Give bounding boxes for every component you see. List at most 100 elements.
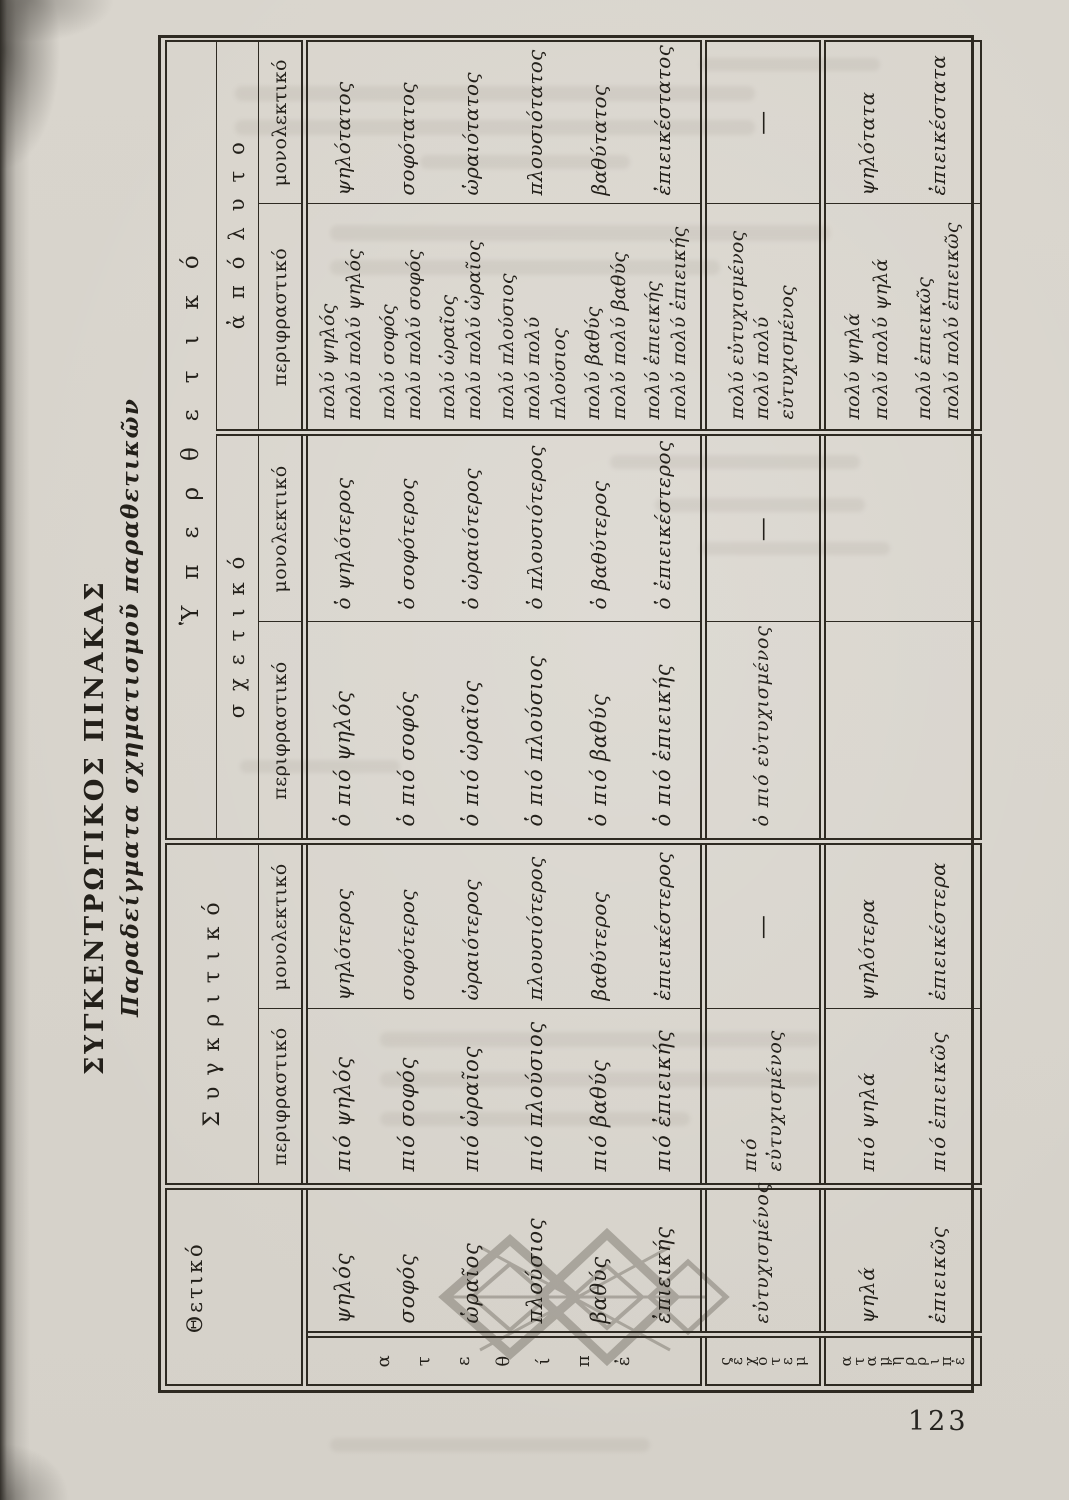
entry: εὐτυχισμένος [751,1181,773,1324]
entry: ὁ πιό εὐτυχισμένος [751,625,773,827]
entry: βαθύς [587,1256,611,1324]
entry: πιό ἐπιεικής [651,1029,675,1172]
header-relative: σχετικό [216,433,258,842]
entry: — [748,914,776,940]
entry: ὡραῖος [459,1242,483,1324]
entry: ὁ πιό ὡραῖος [459,679,483,827]
entry: ὁ πιό ἐπιεικής [651,663,675,827]
cell-participles-comparative_monolectic: — [703,842,822,1009]
entry: ὁ βαθύτερος [587,480,611,610]
header-absolute: ἀπόλυτο [216,40,258,433]
header-relative-monolectic: μονολεκτικό [258,433,304,622]
entry: ἐπιεικέστερα [925,862,950,1001]
entry: ψηλότατα [854,91,879,196]
entry: ὁ ὡραιότερος [459,468,483,610]
entry: βαθύτερος [587,891,611,1001]
comparison-table: Θετικό Συγκριτικό Ὑπερθετικό σχετικό ἀπό… [165,39,982,1386]
entry: πιό ψηλά [854,1071,879,1172]
table-body: α τ ε θ ί π ἐ ψηλός σοφός ὡραῖος πλούσιος βαθύς ἐπιε… [304,40,981,1385]
entry: πλουσιότερος [523,856,547,1001]
cell-adverbs-comparative_monolectic: ψηλότερα ἐπιεικέστερα [822,842,981,1009]
cell-participles-comparative_periphrastic: πιό εὐτυχισμένος [703,1009,822,1187]
entry: ὁ πιό σοφός [395,690,419,827]
cell-adjectives-positive: ψηλός σοφός ὡραῖος πλούσιος βαθύς ἐπιεικής [304,1187,703,1335]
header-absolute-monolectic: μονολεκτικό [258,40,304,204]
table-frame: Θετικό Συγκριτικό Ὑπερθετικό σχετικό ἀπό… [158,35,982,1393]
rotated-table-area: ΣΥΓΚΕΝΤΡΩΤΙΚΟΣ ΠΙΝΑΚΑΣ Παραδείγματα σχημ… [80,33,982,1393]
entry: πολύ σοφός πολύ πολύ σοφός [376,249,425,420]
entry: ὁ πιό ψηλός [331,690,355,827]
header-comparative-monolectic: μονολεκτικό [258,842,304,1009]
entry: ὁ πιό πλούσιος [523,655,547,827]
entry: σοφότερος [395,889,419,1001]
cell-adverbs-absolute_monolectic: ψηλότατα ἐπιεικέστατα [822,40,981,204]
page-subtitle: Παραδείγματα σχηματισμοῦ παραθετικῶν [117,397,144,1017]
entry: ἐπιεικέστατα [925,54,950,196]
cell-adjectives-relative_monolectic: ὁ ψηλότερος ὁ σοφότερος ὁ ὡραιότερος ὁ πλου… [304,433,703,622]
entry: ψηλός [331,1252,355,1324]
entry: σοφός [395,1253,419,1324]
cell-participles-positive: εὐτυχισμένος [703,1181,822,1335]
entry: πολύ ψηλός πολύ πολύ ψηλός [317,248,366,420]
cell-participles-absolute_monolectic: — [703,40,822,204]
entry: πιό βαθύς [587,1059,611,1172]
entry: ἐπιεικέστατος [651,44,675,196]
entry: πολύ ψηλά πολύ πολύ ψηλά [842,258,892,420]
entry: πολύ πλούσιος πολύ πολύ πλούσιος [496,273,571,420]
cell-participles-relative_periphrastic: ὁ πιό εὐτυχισμένος [703,622,822,842]
entry: πιό ἐπιεικῶς [925,1031,950,1172]
entry: ὡραιότατος [459,72,483,196]
entry: ὁ πλουσιότερος [523,445,547,610]
cell-adverbs-relative_periphrastic [822,622,981,842]
entry: πιό ὡραῖος [459,1045,483,1172]
entry: ὁ σοφότερος [395,478,419,610]
cell-adjectives-comparative_periphrastic: πιό ψηλός πιό σοφός πιό ὡραῖος πιό πλούσιος… [304,1009,703,1187]
entry: ἐπιεικῶς [925,1226,950,1324]
cell-participles-relative_monolectic: — [703,433,822,622]
entry: ψηλότερος [331,888,355,1001]
cell-adverbs-relative_monolectic [822,433,981,622]
cell-adjectives-absolute_periphrastic: πολύ ψηλός πολύ πολύ ψηλός πολύ σοφός πολύ … [304,204,703,433]
header-absolute-periphrastic: περιφραστικό [258,204,304,433]
entry: πιό πλούσιος [523,1021,547,1172]
header-row-3: περιφραστικό μονολεκτικό περιφραστικό μο… [258,40,304,1385]
header-comparative: Συγκριτικό [166,842,258,1187]
entry: — [748,110,776,135]
entry: ψηλότερα [854,898,879,1001]
entry: πολύ ἐπιεικῶς πολύ πολύ ἐπιεικῶς [913,222,963,420]
cell-adjectives-relative_periphrastic: ὁ πιό ψηλός ὁ πιό σοφός ὁ πιό ὡραῖος ὁ πιό … [304,622,703,842]
row-adverbs: α τ α μ ή ρ ρ ι π ἐ ψηλά ἐπιεικῶς πιό ψηλά πιό ἐπιεικ… [822,40,981,1385]
entry: πολύ βαθύς πολύ πολύ βαθύς [581,251,630,420]
row-adjectives: α τ ε θ ί π ἐ ψηλός σοφός ὡραῖος πλούσιος βαθύς ἐπιε… [304,40,703,1385]
entry: πιό σοφός [395,1056,419,1172]
header-relative-periphrastic: περιφραστικό [258,622,304,842]
cell-adverbs-positive: ψηλά ἐπιεικῶς [822,1187,981,1335]
cell-adverbs-absolute_periphrastic: πολύ ψηλά πολύ πολύ ψηλά πολύ ἐπιεικῶς πολύ… [822,204,981,433]
header-positive: Θετικό [183,1241,207,1334]
cell-participles-absolute_periphrastic: πολύ εὐτυχισμένος πολύ πολύ εὐτυχισμένος [703,204,822,433]
entry: ψηλά [854,1266,879,1324]
entry: βαθύτατος [587,84,611,196]
entry: πολύ ὡραῖος πολύ πολύ ὡραῖος [436,240,485,420]
header-comparative-periphrastic: περιφραστικό [258,1009,304,1187]
header-row-1: Θετικό Συγκριτικό Ὑπερθετικό [166,40,258,1385]
page-title: ΣΥΓΚΕΝΤΡΩΤΙΚΟΣ ΠΙΝΑΚΑΣ [80,579,110,1075]
cell-adjectives-absolute_monolectic: ψηλότατος σοφότατος ὡραιότατος πλουσιότατος… [304,40,703,204]
entry: πλουσιότατος [523,49,547,196]
row-participles: ς έ χ ο τ ε μ εὐτυχισμένος πιό εὐτυχισμένος — ὁ πιό… [703,40,822,1385]
entry: ὁ πιό βαθύς [587,693,611,827]
entry: ἐπιεικέστερος [651,852,675,1001]
entry: πολύ εὐτυχισμένος πολύ πολύ εὐτυχισμένος [726,230,798,420]
entry: σοφότατος [395,82,419,196]
entry: ἐπιεικής [651,1226,675,1324]
entry: πιό εὐτυχισμένος [738,1029,786,1172]
header-superlative: Ὑπερθετικό [166,40,216,842]
entry: πολύ ἐπιεικής πολύ πολύ ἐπιεικής [641,226,690,420]
entry: πλούσιος [523,1217,547,1324]
entry: ψηλότατος [331,81,355,196]
entry: ὁ ἐπιεικέστερος [651,440,675,610]
